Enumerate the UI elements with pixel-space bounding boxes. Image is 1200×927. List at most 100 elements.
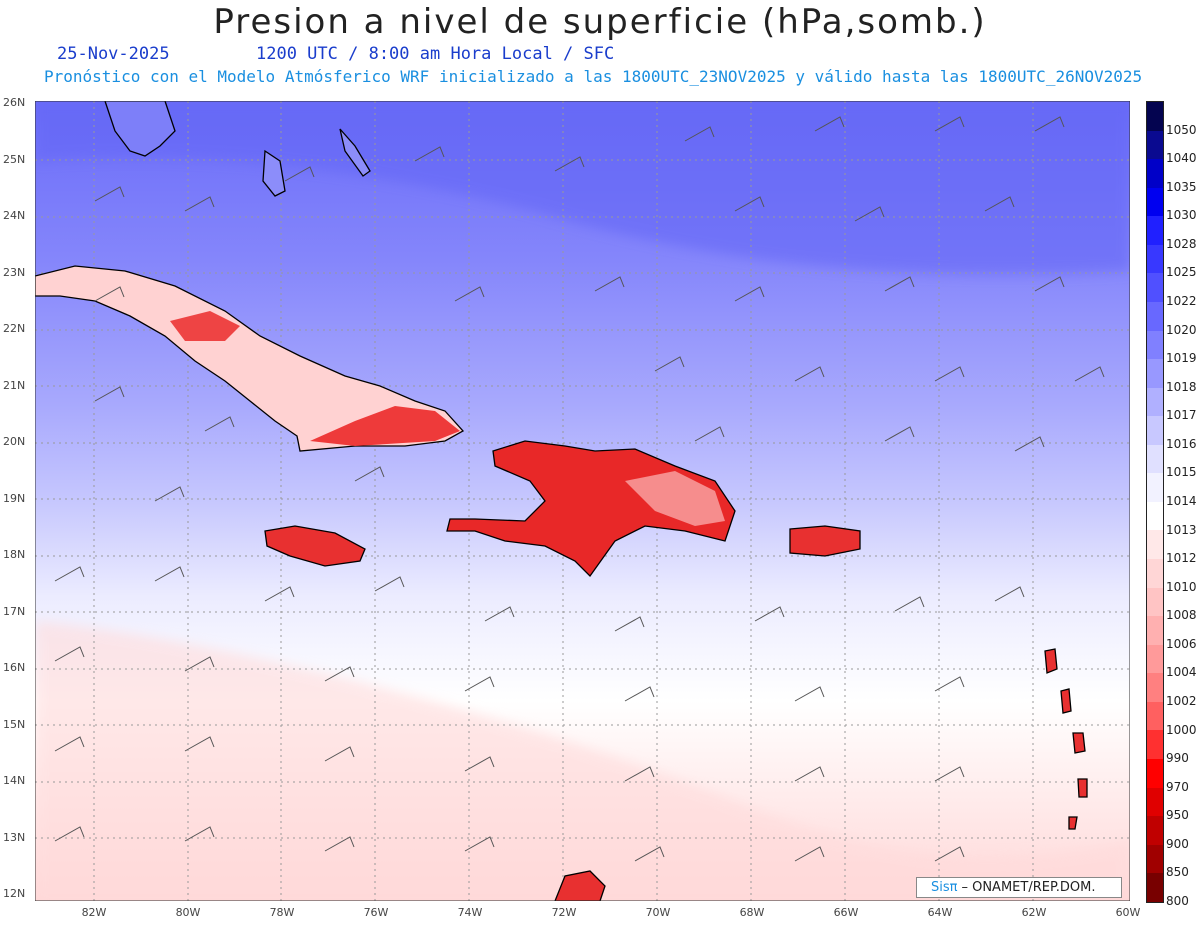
colorbar-level: 1017	[1166, 408, 1197, 423]
lon-label: 72W	[551, 906, 577, 919]
lat-label: 22N	[3, 322, 26, 335]
colorbar-swatch	[1147, 673, 1163, 702]
lon-label: 62W	[1021, 906, 1047, 919]
colorbar-level: 1013	[1166, 522, 1197, 537]
lat-label: 16N	[3, 661, 26, 674]
colorbar-level: 1006	[1166, 636, 1197, 651]
colorbar-level: 1050	[1166, 122, 1197, 137]
lat-label: 19N	[3, 491, 26, 505]
colorbar-swatch	[1147, 530, 1163, 559]
lon-label: 68W	[739, 906, 765, 919]
colorbar-level: 1016	[1166, 436, 1197, 451]
lon-label: 66W	[833, 906, 859, 919]
martinique	[1060, 688, 1072, 714]
colorbar-level: 1028	[1166, 236, 1197, 251]
colorbar-swatch	[1147, 616, 1163, 645]
colorbar-level: 1025	[1166, 265, 1197, 280]
lon-label: 74W	[457, 906, 483, 919]
lat-label: 13N	[3, 830, 26, 844]
bahamas-andros	[262, 149, 286, 197]
colorbar-swatch	[1147, 444, 1163, 474]
bahamas-eleuthera	[339, 128, 371, 177]
colorbar-swatch	[1147, 387, 1163, 417]
lat-label: 15N	[3, 717, 26, 731]
pressure-map	[35, 101, 1130, 901]
lat-label: 24N	[3, 209, 26, 222]
colorbar-swatch	[1147, 130, 1163, 160]
colorbar-level: 1012	[1166, 551, 1197, 566]
lon-label: 78W	[269, 906, 295, 919]
colorbar-level: 1014	[1166, 494, 1197, 508]
cuba-east-red	[310, 406, 460, 446]
colorbar-swatch	[1147, 873, 1163, 902]
colorbar-level: 1019	[1166, 351, 1197, 366]
st-lucia	[1072, 732, 1086, 754]
lon-label: 60W	[1115, 906, 1141, 919]
colorbar-level: 1035	[1166, 179, 1197, 194]
colorbar-swatch	[1147, 730, 1163, 759]
colorbar-swatch	[1147, 244, 1163, 274]
lat-label: 21N	[3, 378, 26, 392]
colorbar-swatch	[1147, 701, 1163, 731]
st-vincent	[1077, 778, 1088, 798]
florida	[104, 101, 176, 157]
grenada	[1068, 816, 1078, 830]
colorbar-swatch	[1147, 330, 1163, 360]
credit-box: Sisπ – ONAMET/REP.DOM.	[916, 877, 1122, 898]
lon-label: 64W	[927, 906, 953, 919]
colorbar-swatch	[1147, 473, 1163, 502]
colorbar-level: 1008	[1166, 608, 1197, 623]
colorbar-swatch	[1147, 102, 1163, 131]
lat-label: 23N	[3, 265, 26, 279]
colorbar-level: 1004	[1166, 665, 1197, 680]
colorbar-level: 1010	[1166, 579, 1197, 594]
valid-time: 1200 UTC / 8:00 am Hora Local / SFC	[256, 44, 615, 64]
lat-label: 17N	[3, 604, 26, 618]
venezuela-coast	[554, 870, 606, 901]
colorbar-swatch	[1147, 816, 1163, 845]
colorbar-swatch	[1147, 301, 1163, 331]
credit-text: – ONAMET/REP.DOM.	[961, 880, 1096, 895]
cuba	[35, 265, 465, 452]
low-pressure-band	[35, 621, 1130, 901]
colorbar-level: 950	[1166, 808, 1189, 823]
land-masses	[35, 101, 1088, 901]
colorbar-swatch	[1147, 416, 1163, 445]
colorbar-swatch	[1147, 501, 1163, 531]
sispi-logo: Sisπ	[931, 880, 958, 895]
colorbar-swatch	[1147, 787, 1163, 817]
lat-label: 12N	[3, 887, 26, 900]
colorbar-swatch	[1147, 587, 1163, 617]
lon-label: 70W	[645, 906, 671, 919]
colorbar-swatch	[1147, 359, 1163, 388]
colorbar-level: 1018	[1166, 379, 1197, 394]
colorbar-swatch	[1147, 644, 1163, 674]
colorbar-level: 1015	[1166, 465, 1197, 480]
lon-label: 80W	[175, 906, 201, 919]
puerto-rico	[789, 525, 861, 557]
colorbar-level: 1030	[1166, 208, 1197, 223]
hispaniola-center-white	[625, 471, 725, 526]
colorbar-level: 1022	[1166, 294, 1197, 308]
colorbar-level: 1002	[1166, 694, 1197, 708]
colorbar-swatch	[1147, 844, 1163, 874]
valid-date: 25-Nov-2025	[57, 44, 170, 64]
colorbar-level: 970	[1166, 779, 1189, 794]
lat-label: 26N	[3, 96, 26, 109]
lon-label: 76W	[363, 906, 389, 919]
colorbar-level: 1040	[1166, 151, 1197, 166]
colorbar-level: 800	[1166, 894, 1189, 908]
lat-label: 18N	[3, 548, 26, 561]
wind-barbs	[54, 116, 1105, 862]
colorbar-swatch	[1147, 159, 1163, 188]
high-pressure-band	[35, 101, 1130, 275]
colorbar-swatch	[1147, 187, 1163, 217]
lat-label: 20N	[3, 435, 26, 448]
colorbar-level: 850	[1166, 865, 1189, 880]
guadeloupe	[1044, 648, 1058, 674]
forecast-info: Pronóstico con el Modelo Atmósferico WRF…	[44, 67, 1143, 86]
lat-label: 25N	[3, 152, 26, 166]
colorbar-level: 990	[1166, 751, 1189, 766]
colorbar-level: 1020	[1166, 322, 1197, 337]
colorbar-swatch	[1147, 273, 1163, 302]
